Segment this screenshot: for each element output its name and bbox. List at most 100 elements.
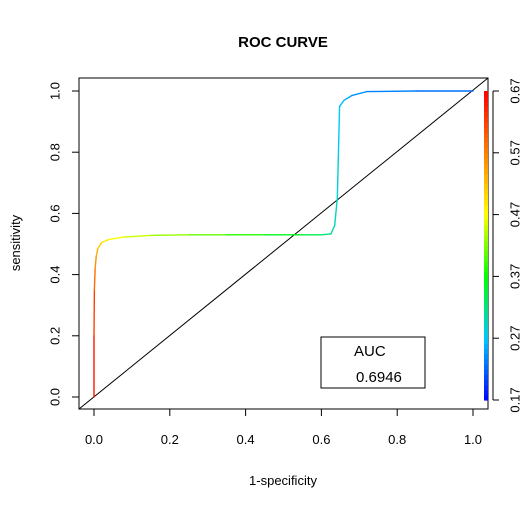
colorbar-band [484, 338, 488, 344]
x-axis-tick-label: 0.6 [312, 432, 330, 447]
colorbar-band [484, 96, 488, 102]
colorbar-band [484, 153, 488, 159]
colorbar-band [484, 204, 488, 210]
colorbar-band [484, 266, 488, 272]
colorbar-band [484, 215, 488, 221]
roc-curve-segment [98, 242, 102, 248]
colorbar-band [484, 369, 488, 375]
colorbar-band [484, 122, 488, 128]
y-axis-tick-label: 0.4 [48, 266, 63, 284]
colorbar-band [484, 318, 488, 324]
y-axis: 0.00.20.40.60.81.0 [48, 82, 79, 406]
colorbar-band [484, 220, 488, 226]
colorbar-band [484, 101, 488, 107]
roc-curve-segment [331, 226, 335, 234]
colorbar-band [484, 112, 488, 118]
colorbar-band [484, 390, 488, 396]
colorbar-band [484, 148, 488, 154]
colorbar-band [484, 132, 488, 138]
auc-legend-value: 0.6946 [356, 369, 402, 386]
x-axis-label: 1-specificity [249, 473, 317, 488]
colorbar-band [484, 137, 488, 143]
colorbar-band [484, 271, 488, 277]
colorbar-band [484, 287, 488, 293]
roc-curve-segment [367, 91, 416, 92]
colorbar-band [484, 143, 488, 149]
roc-curve-segment [340, 100, 345, 106]
colorbar-band [484, 349, 488, 355]
roc-curve-segment [344, 96, 352, 101]
plot-area [79, 78, 488, 409]
colorbar-band [484, 240, 488, 246]
colorbar-band [484, 307, 488, 313]
colorbar-tick-label: 0.57 [508, 140, 523, 165]
roc-curve-segment [151, 235, 189, 236]
colorbar-band [484, 292, 488, 298]
colorbar-band [484, 354, 488, 360]
colorbar-band [484, 199, 488, 205]
colorbar-band [484, 184, 488, 190]
auc-legend: AUC 0.6946 [321, 337, 425, 388]
colorbar-band [484, 297, 488, 303]
colorbar-band [484, 173, 488, 179]
roc-curve-segment [95, 256, 96, 268]
y-axis-tick-label: 0.8 [48, 143, 63, 161]
colorbar-band [484, 364, 488, 370]
colorbar-band [484, 343, 488, 349]
colorbar-band [484, 359, 488, 365]
colorbar-band [484, 127, 488, 133]
colorbar-tick-label: 0.67 [508, 78, 523, 103]
roc-curve-segment [109, 237, 124, 239]
colorbar-band [484, 251, 488, 257]
y-axis-label: sensitivity [8, 214, 23, 271]
colorbar-band [484, 282, 488, 288]
colorbar-band [484, 189, 488, 195]
y-axis-tick-label: 0.0 [48, 388, 63, 406]
colorbar-band [484, 179, 488, 185]
colorbar-band [484, 230, 488, 236]
colorbar-band [484, 323, 488, 329]
colorbar-band [484, 395, 488, 401]
colorbar-band [484, 246, 488, 252]
roc-curve-segment [124, 235, 151, 237]
colorbar-band [484, 235, 488, 241]
roc-curve-segment [337, 152, 338, 198]
auc-legend-title: AUC [354, 343, 386, 360]
y-axis-tick-label: 0.6 [48, 204, 63, 222]
chart-title: ROC CURVE [238, 34, 328, 51]
colorbar-band [484, 261, 488, 267]
colorbar-band [484, 328, 488, 334]
diagonal-reference-line [79, 78, 488, 409]
colorbar-band [484, 168, 488, 174]
roc-curve-segment [352, 92, 367, 96]
colorbar: 0.17 0.27 0.37 0.47 0.57 0.67 [484, 78, 523, 412]
colorbar-band [484, 194, 488, 200]
x-axis-tick-label: 0.0 [85, 432, 103, 447]
colorbar-tick-label: 0.37 [508, 264, 523, 289]
roc-curve-segment [321, 234, 330, 235]
colorbar-tick-label: 0.17 [508, 387, 523, 412]
colorbar-band [484, 117, 488, 123]
colorbar-band [484, 225, 488, 231]
colorbar-band [484, 302, 488, 308]
colorbar-band [484, 163, 488, 169]
roc-curve-segment [96, 249, 98, 257]
colorbar-band [484, 276, 488, 282]
colorbar-band [484, 333, 488, 339]
colorbar-tick-label: 0.47 [508, 202, 523, 227]
roc-curve-segment [338, 106, 339, 152]
x-axis-tick-label: 1.0 [464, 432, 482, 447]
colorbar-band [484, 312, 488, 318]
x-axis-tick-label: 0.8 [388, 432, 406, 447]
colorbar-band [484, 385, 488, 391]
colorbar-band [484, 209, 488, 215]
colorbar-band [484, 379, 488, 385]
colorbar-tick-label: 0.27 [508, 326, 523, 351]
x-axis-tick-label: 0.4 [237, 432, 255, 447]
colorbar-band [484, 158, 488, 164]
colorbar-band [484, 256, 488, 262]
roc-curve-segment [102, 239, 110, 242]
